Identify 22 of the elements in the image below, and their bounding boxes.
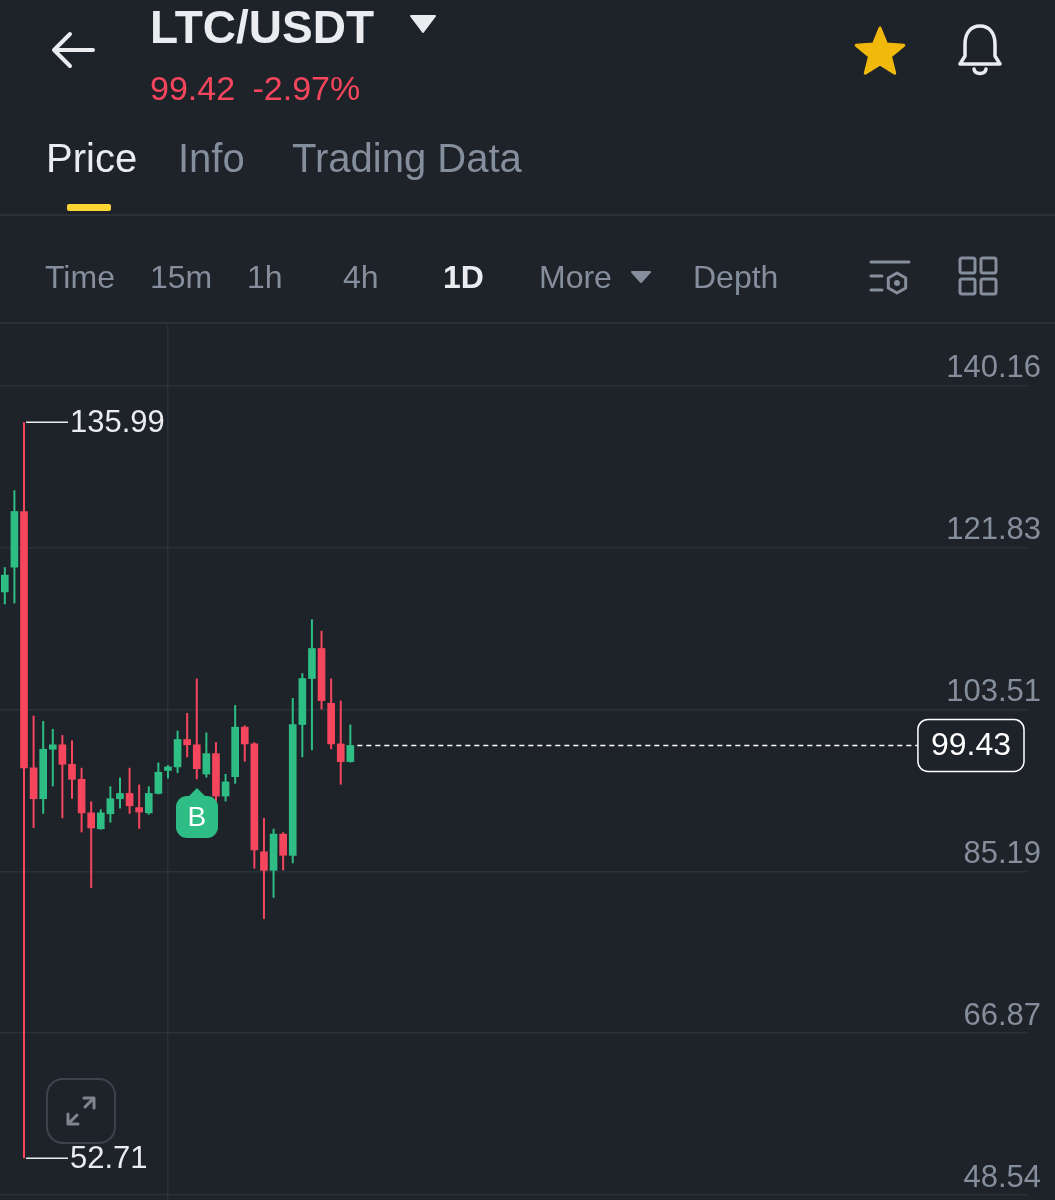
ref-line-label: 99.43 (930, 726, 1011, 763)
y-tick-label: 121.83 (946, 511, 1041, 547)
chart-subtitle: 99.42 -2.97% (150, 69, 361, 107)
text: Time (45, 259, 115, 295)
y-tick-label: 140.16 (946, 349, 1041, 384)
chart-title: LTC/USDT (150, 1, 375, 53)
text: 1h (247, 259, 283, 295)
text: 15m (150, 259, 213, 295)
text: Trading Data (292, 136, 522, 180)
text: More (539, 259, 612, 295)
y-tick-label: 48.54 (963, 1158, 1041, 1194)
y-tick-label: 85.19 (963, 834, 1041, 870)
annotation: 135.99 (70, 403, 165, 439)
text: 1D (443, 259, 484, 295)
text: Depth (693, 259, 779, 295)
text: Info (178, 136, 245, 180)
annotation: 52.71 (70, 1139, 148, 1175)
annotation: B (186, 801, 208, 833)
y-tick-label: 66.87 (963, 996, 1041, 1032)
text: Price (46, 136, 138, 180)
text: 4h (343, 259, 379, 295)
y-tick-label: 103.51 (946, 672, 1041, 708)
